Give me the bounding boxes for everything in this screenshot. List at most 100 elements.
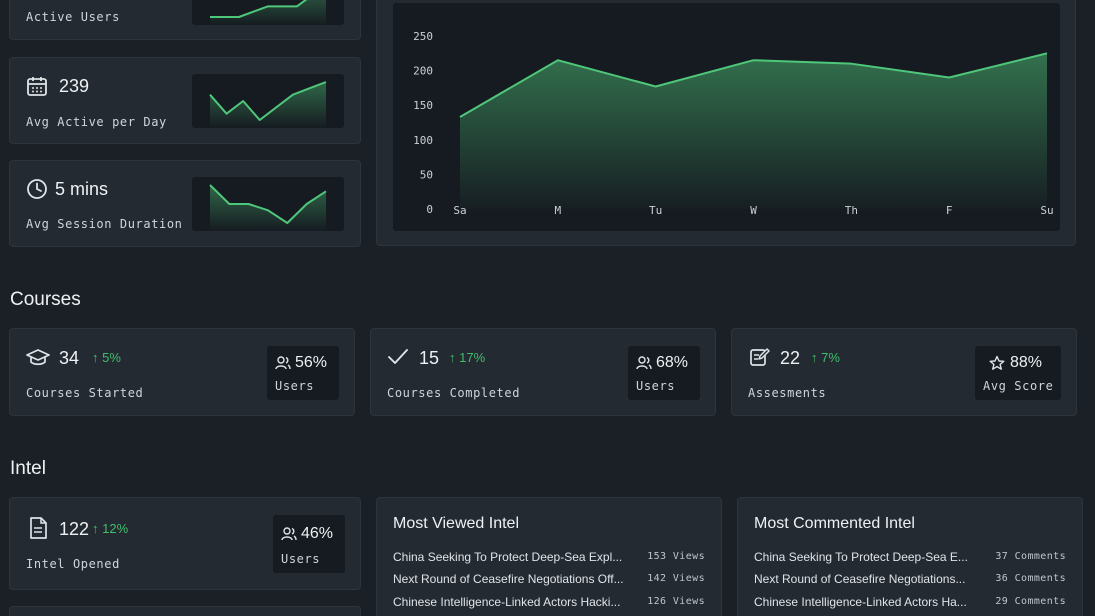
stat-label: Courses Completed: [387, 386, 521, 400]
stat-label: Avg Active per Day: [26, 115, 167, 129]
intel-item-title[interactable]: China Seeking To Protect Deep-Sea E...: [754, 550, 968, 564]
sparkline-area: [210, 0, 326, 25]
intel-item-count: 36 Comments: [995, 573, 1066, 584]
activity-chart-card: 0 50 100 150 200 250 Sa M Tu W Th F Su: [376, 0, 1076, 246]
activity-chart-panel: 0 50 100 150 200 250 Sa M Tu W Th F Su: [393, 3, 1060, 231]
intel-section-title: Intel: [10, 458, 46, 479]
stat-label: Assesments: [748, 386, 827, 400]
area-fill: [460, 53, 1047, 209]
x-tick-label: M: [555, 204, 562, 217]
sparkline-chart: [209, 184, 327, 231]
y-tick-label: 200: [413, 65, 433, 78]
stat-value: 22: [780, 348, 801, 368]
x-tick-label: Tu: [649, 204, 662, 217]
x-tick-label: Th: [845, 204, 858, 217]
intel-opened-card: 122 ↑ 12% Intel Opened 46% Users: [9, 497, 361, 590]
intel-item-title[interactable]: Next Round of Ceasefire Negotiations...: [754, 572, 966, 586]
stat-value: 239: [59, 76, 90, 96]
metric-pill: 88% Avg Score: [975, 346, 1061, 400]
intel-item-count: 29 Comments: [995, 596, 1066, 607]
list-item[interactable]: Chinese Intelligence-Linked Actors Hacki…: [393, 595, 705, 613]
series-line: [459, 52, 1048, 118]
sparkline-box: [192, 74, 344, 128]
stat-card-avg-active: 239 Avg Active per Day: [9, 57, 361, 144]
stat-value: 122: [59, 519, 90, 539]
arrow-up-icon: ↑: [92, 350, 103, 365]
document-icon: [30, 517, 47, 539]
list-item[interactable]: Next Round of Ceasefire Negotiations Off…: [393, 572, 705, 590]
trend-up-badge: ↑ 7%: [811, 350, 840, 365]
clock-icon: [27, 179, 47, 199]
check-icon: [388, 349, 408, 364]
metric-pill: 56% Users: [267, 346, 339, 400]
stat-label: Intel Opened: [26, 557, 120, 571]
stat-value: 5 mins: [55, 179, 109, 199]
metric-pill: 46% Users: [273, 515, 345, 573]
course-card-completed: 15 ↑ 17% Courses Completed 68% Users: [370, 328, 716, 416]
stat-value: 15: [419, 348, 440, 368]
sparkline-line: [209, 184, 327, 224]
sparkline-line: [209, 81, 327, 121]
star-icon: [989, 355, 1005, 370]
pill-label: Users: [636, 379, 676, 393]
intel-item-title[interactable]: China Seeking To Protect Deep-Sea Expl..…: [393, 550, 623, 564]
list-item[interactable]: Chinese Intelligence-Linked Actors Ha...…: [754, 595, 1066, 613]
stat-card-active-users: Active Users: [9, 0, 361, 40]
pill-label: Avg Score: [983, 379, 1054, 393]
pill-label: Users: [275, 379, 315, 393]
pill-value: 56%: [295, 354, 328, 371]
intel-card-partial: [9, 606, 361, 616]
arrow-up-icon: ↑: [811, 350, 822, 365]
x-tick-label: Su: [1040, 204, 1053, 217]
sparkline-line: [210, 0, 308, 18]
arrow-up-icon: ↑: [449, 350, 460, 365]
arrow-up-icon: ↑: [92, 521, 103, 536]
graduation-cap-icon: [26, 349, 50, 366]
stat-card-avg-session: 5 mins Avg Session Duration: [9, 160, 361, 247]
sparkline-box: [192, 177, 344, 231]
activity-area-chart: 0 50 100 150 200 250 Sa M Tu W Th F Su: [413, 30, 1054, 217]
y-tick-label: 100: [413, 134, 433, 147]
list-item[interactable]: China Seeking To Protect Deep-Sea E... 3…: [754, 550, 1066, 568]
intel-item-title[interactable]: Chinese Intelligence-Linked Actors Ha...: [754, 595, 967, 609]
intel-item-count: 142 Views: [647, 573, 705, 584]
trend-up-badge: ↑ 12%: [92, 521, 129, 536]
list-item[interactable]: China Seeking To Protect Deep-Sea Expl..…: [393, 550, 705, 568]
edit-note-icon: [750, 348, 770, 366]
intel-item-count: 37 Comments: [995, 551, 1066, 562]
course-card-assessments: 22 ↑ 7% Assesments 88% Avg Score: [731, 328, 1077, 416]
y-tick-label: 250: [413, 30, 433, 43]
users-icon: [636, 356, 652, 370]
stat-label: Avg Session Duration: [26, 217, 183, 231]
intel-item-title[interactable]: Chinese Intelligence-Linked Actors Hacki…: [393, 595, 621, 609]
course-card-started: 34 ↑ 5% Courses Started 56% Users: [9, 328, 355, 416]
intel-item-title[interactable]: Next Round of Ceasefire Negotiations Off…: [393, 572, 624, 586]
trend-up-badge: ↑ 17%: [449, 350, 486, 365]
intel-item-count: 153 Views: [647, 551, 705, 562]
most-commented-intel-card: Most Commented Intel China Seeking To Pr…: [737, 497, 1083, 616]
x-tick-label: W: [750, 204, 757, 217]
y-tick-label: 50: [420, 168, 433, 181]
pill-value: 46%: [301, 525, 334, 542]
most-viewed-title: Most Viewed Intel: [393, 515, 519, 532]
most-viewed-intel-card: Most Viewed Intel China Seeking To Prote…: [376, 497, 722, 616]
intel-item-count: 126 Views: [647, 596, 705, 607]
stat-label: Courses Started: [26, 386, 144, 400]
pill-label: Users: [281, 552, 321, 566]
sparkline-chart: [210, 0, 326, 25]
x-tick-label: F: [946, 204, 953, 217]
metric-pill: 68% Users: [628, 346, 700, 400]
stat-label: Active Users: [26, 10, 120, 24]
users-icon: [275, 356, 291, 370]
trend-up-badge: ↑ 5%: [92, 350, 121, 365]
calendar-icon: [27, 77, 47, 96]
pill-value: 88%: [1010, 354, 1043, 371]
sparkline-box: [192, 0, 344, 25]
pill-value: 68%: [656, 354, 689, 371]
x-tick-label: Sa: [453, 204, 466, 217]
y-tick-label: 0: [426, 203, 433, 216]
stat-value: 34: [59, 348, 80, 368]
list-item[interactable]: Next Round of Ceasefire Negotiations... …: [754, 572, 1066, 590]
sparkline-area: [210, 185, 326, 231]
users-icon: [281, 527, 297, 541]
